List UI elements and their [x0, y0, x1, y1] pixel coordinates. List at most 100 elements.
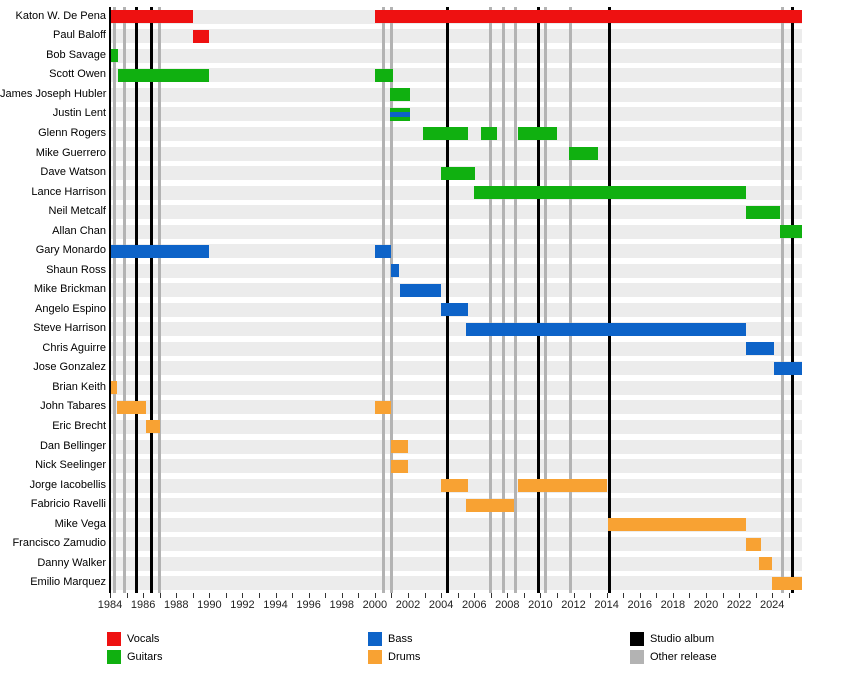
- legend-label: Other release: [650, 651, 717, 663]
- member-label: Fabricio Ravelli: [30, 498, 106, 511]
- row-band: [110, 146, 802, 161]
- axis-tick: [258, 593, 260, 598]
- timeline-bar: [110, 49, 119, 63]
- row-band: [110, 48, 802, 63]
- timeline-bar: [110, 381, 118, 395]
- legend-swatch-vocals: [107, 632, 121, 646]
- legend-swatch-guitars: [107, 650, 121, 664]
- axis-tick-label: 1998: [329, 599, 355, 611]
- axis-tick: [755, 593, 757, 598]
- other-release-line: [501, 7, 505, 593]
- axis-tick-label: 2006: [461, 599, 487, 611]
- axis-tick: [689, 593, 691, 598]
- timeline-bar: [374, 10, 802, 24]
- member-label: Bob Savage: [46, 48, 106, 61]
- axis-tick-label: 2014: [594, 599, 619, 611]
- timeline-bar: [110, 10, 193, 24]
- axis-tick: [507, 593, 509, 598]
- timeline-bar: [422, 127, 468, 141]
- row-band: [110, 263, 802, 278]
- timeline-bar: [745, 537, 761, 551]
- timeline-bar: [474, 186, 746, 200]
- legend-label: Studio album: [650, 633, 715, 645]
- member-label: Brian Keith: [52, 380, 106, 393]
- timeline-bar: [391, 264, 399, 278]
- member-label: Eric Brecht: [52, 419, 106, 432]
- timeline-bar: [399, 283, 442, 297]
- axis-tick: [788, 593, 790, 598]
- axis-tick: [110, 593, 111, 598]
- axis-tick: [474, 593, 476, 598]
- axis-tick: [358, 593, 360, 598]
- row-band: [110, 87, 802, 102]
- member-label: Nick Seelinger: [35, 459, 106, 472]
- row-band: [110, 341, 802, 356]
- axis-tick: [209, 593, 211, 598]
- timeline-bar: [608, 518, 746, 532]
- member-label: Allan Chan: [52, 224, 106, 237]
- timeline-bar: [518, 127, 557, 141]
- axis-tick: [424, 593, 426, 598]
- timeline-bar: [374, 244, 392, 258]
- axis-tick: [374, 593, 376, 598]
- member-label: Jorge Iacobellis: [29, 478, 106, 491]
- axis-tick: [739, 593, 741, 598]
- other-release-line: [489, 7, 493, 593]
- member-label: Chris Aguirre: [42, 341, 106, 354]
- row-band: [110, 224, 802, 239]
- member-label: Scott Owen: [49, 68, 106, 81]
- axis-tick: [590, 593, 592, 598]
- axis-tick-label: 2004: [428, 599, 454, 611]
- axis-tick-label: 1988: [163, 599, 189, 611]
- member-label: Emilio Marquez: [30, 576, 106, 589]
- axis-tick: [126, 593, 128, 598]
- axis-tick: [573, 593, 575, 598]
- axis-tick: [341, 593, 343, 598]
- member-label: Lance Harrison: [31, 185, 106, 198]
- row-band: [110, 498, 802, 513]
- timeline-bar: [389, 107, 410, 121]
- timeline-bar: [146, 420, 160, 434]
- axis-tick: [705, 593, 707, 598]
- row-band: [110, 68, 802, 83]
- axis-tick: [143, 593, 145, 598]
- studio-album-line: [149, 7, 153, 593]
- timeline-bar: [374, 68, 394, 82]
- axis-tick: [159, 593, 161, 598]
- row-band: [110, 361, 802, 376]
- axis-tick-label: 1996: [296, 599, 321, 611]
- timeline-bar: [441, 303, 468, 317]
- member-label: Francisco Zamudio: [12, 537, 106, 550]
- timeline-bar: [117, 400, 147, 414]
- member-label: Gary Monardo: [35, 244, 106, 257]
- y-axis-line: [109, 7, 111, 593]
- axis-tick-label: 2010: [528, 599, 553, 611]
- timeline-bar: [773, 361, 802, 375]
- axis-tick: [308, 593, 310, 598]
- axis-tick-label: 1986: [130, 599, 156, 611]
- other-release-line: [568, 7, 572, 593]
- timeline-bar: [391, 440, 408, 453]
- timeline-bar: [745, 205, 781, 219]
- axis-tick: [772, 593, 774, 598]
- axis-tick: [523, 593, 525, 598]
- row-band: [110, 400, 802, 415]
- timeline-bar: [118, 68, 210, 82]
- axis-tick: [639, 593, 641, 598]
- axis-tick: [225, 593, 227, 598]
- member-label: Mike Brickman: [33, 283, 106, 296]
- legend-label: Vocals: [127, 633, 160, 645]
- member-label: Mike Vega: [54, 517, 106, 530]
- timeline-bar: [391, 459, 408, 473]
- axis-tick: [325, 593, 327, 598]
- legend-label: Bass: [388, 633, 413, 645]
- axis-tick: [490, 593, 492, 598]
- member-label: Dan Bellinger: [39, 439, 106, 452]
- member-label: Steve Harrison: [33, 322, 106, 335]
- axis-tick: [391, 593, 393, 598]
- axis-tick-label: 2022: [726, 599, 752, 611]
- row-band: [110, 244, 802, 259]
- row-band: [110, 283, 802, 298]
- studio-album-line: [790, 7, 794, 593]
